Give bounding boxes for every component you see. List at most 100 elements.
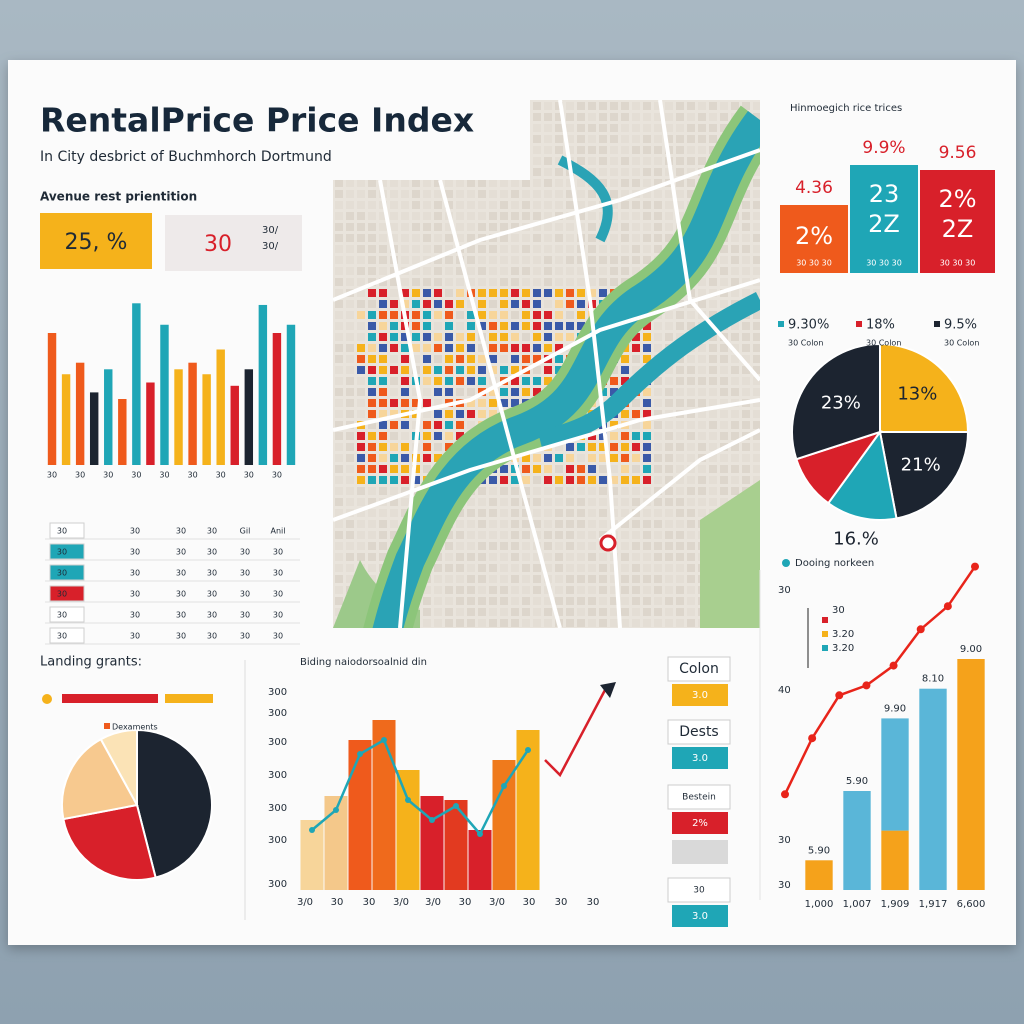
map-block xyxy=(401,399,409,407)
map-block xyxy=(500,509,508,517)
map-block xyxy=(720,245,728,253)
map-block xyxy=(654,432,662,440)
map-block xyxy=(544,520,552,528)
legend-label-box xyxy=(667,877,731,903)
map-block xyxy=(742,267,750,275)
map-block xyxy=(412,245,420,253)
kpi-note: 30/ xyxy=(262,225,279,236)
map-block xyxy=(588,113,596,121)
map-block xyxy=(445,597,453,605)
x-tick-label: 6,600 xyxy=(957,899,986,910)
map-block xyxy=(621,575,629,583)
map-block xyxy=(478,597,486,605)
map-block xyxy=(467,344,475,352)
bar xyxy=(843,791,871,890)
map-block xyxy=(544,168,552,176)
map-block xyxy=(500,234,508,242)
map-block xyxy=(434,278,442,286)
map-block xyxy=(500,586,508,594)
map-block xyxy=(522,278,530,286)
map-block xyxy=(599,465,607,473)
map-block xyxy=(687,102,695,110)
line-point xyxy=(835,691,844,700)
map-block xyxy=(555,443,563,451)
map-block xyxy=(544,377,552,385)
map-block xyxy=(511,476,519,484)
map-block xyxy=(522,388,530,396)
map-block xyxy=(654,465,662,473)
table-text: 30 xyxy=(240,632,250,641)
map-block xyxy=(621,531,629,539)
map-block xyxy=(753,377,760,385)
table-cell xyxy=(49,627,85,644)
map-block xyxy=(346,223,354,231)
map-block xyxy=(566,223,574,231)
map-block xyxy=(533,190,541,198)
map-block xyxy=(390,267,398,275)
map-block xyxy=(434,564,442,572)
bar xyxy=(216,349,225,465)
map-block xyxy=(665,608,673,616)
legend-value: 3.0 xyxy=(692,753,708,764)
map-block xyxy=(379,443,387,451)
map-block xyxy=(654,135,662,143)
map-block xyxy=(467,201,475,209)
map-block xyxy=(489,487,497,495)
map-block xyxy=(698,443,706,451)
map-block xyxy=(544,201,552,209)
map-block xyxy=(335,201,343,209)
map-block xyxy=(753,190,760,198)
map-block xyxy=(522,520,530,528)
map-block xyxy=(753,399,760,407)
map-block xyxy=(577,256,585,264)
map-block xyxy=(599,168,607,176)
map-block xyxy=(555,575,563,583)
map-block xyxy=(588,443,596,451)
map-block xyxy=(500,289,508,297)
map-block xyxy=(621,201,629,209)
roads xyxy=(333,100,760,628)
map-block xyxy=(555,179,563,187)
price-card xyxy=(780,205,848,273)
map-block xyxy=(456,619,464,627)
map-block xyxy=(742,366,750,374)
map-block xyxy=(346,520,354,528)
map-block xyxy=(511,388,519,396)
map-block xyxy=(676,465,684,473)
map-block xyxy=(368,179,376,187)
map-block xyxy=(610,157,618,165)
map-block xyxy=(731,102,739,110)
map-block xyxy=(357,300,365,308)
map-block xyxy=(676,322,684,330)
map-block xyxy=(643,333,651,341)
table-cell xyxy=(49,585,85,602)
map-block xyxy=(522,553,530,561)
map-block xyxy=(434,619,442,627)
map-block xyxy=(544,135,552,143)
map-block xyxy=(643,168,651,176)
bar-annotation: 5.90 xyxy=(846,776,868,787)
map-block xyxy=(478,520,486,528)
map-block xyxy=(335,498,343,506)
map-block xyxy=(489,344,497,352)
map-block xyxy=(335,278,343,286)
map-block xyxy=(709,432,717,440)
bar-annotation: 8.10 xyxy=(922,674,944,685)
map-block xyxy=(379,399,387,407)
map-block xyxy=(533,487,541,495)
map-block xyxy=(632,201,640,209)
y-label: 300 xyxy=(268,770,287,781)
map-block xyxy=(346,498,354,506)
map-block xyxy=(478,311,486,319)
map-block xyxy=(599,443,607,451)
map-block xyxy=(720,498,728,506)
map-block xyxy=(665,498,673,506)
map-block xyxy=(566,245,574,253)
x-tick-label: 30 xyxy=(272,471,282,480)
map-block xyxy=(610,619,618,627)
pie-slice xyxy=(879,342,970,433)
map-block xyxy=(423,212,431,220)
map-block xyxy=(368,245,376,253)
map-block xyxy=(511,300,519,308)
map-block xyxy=(445,421,453,429)
